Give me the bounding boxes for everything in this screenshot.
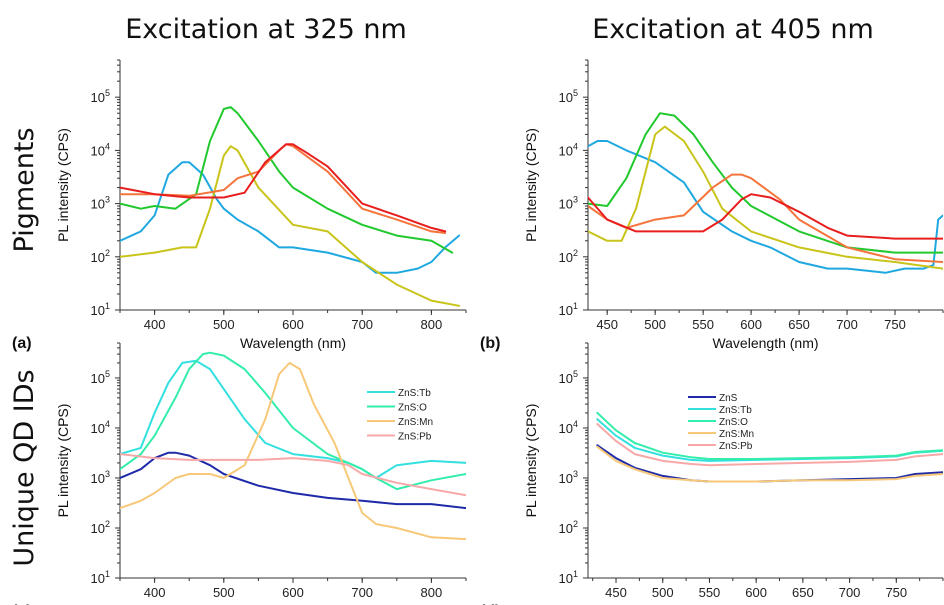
x-tick-label: 500 (213, 317, 235, 332)
x-tick-label: 550 (699, 585, 721, 600)
chart-panel-d: 450 500 550 600 650 700 750 101 102 103 104 105 Wave… (480, 342, 944, 605)
y-tick-label: 105 (91, 369, 110, 386)
panel-label: (d) (480, 603, 500, 605)
series-line-orange (588, 173, 943, 263)
x-axis-label: Wavelength (nm) (240, 335, 346, 351)
y-tick-label: 105 (559, 88, 578, 105)
chart-panel-a: 400 500 600 700 800 101 102 103 104 105 Wavelength… (12, 59, 467, 352)
x-tick-label: 400 (144, 585, 166, 600)
x-tick-label: 600 (745, 585, 767, 600)
series-line-mint (120, 351, 466, 491)
y-axis-label: PL intensity (CPS) (55, 128, 71, 242)
x-tick-label: 500 (644, 317, 666, 332)
series-line-mint (596, 411, 943, 460)
x-tick-label: 450 (596, 317, 618, 332)
y-tick-label: 102 (91, 519, 110, 536)
series-line-navy (120, 451, 466, 510)
x-tick-label: 650 (788, 317, 810, 332)
column-title-405: Excitation at 405 nm (592, 14, 874, 45)
y-tick-label: 101 (91, 569, 110, 586)
x-axis-label: Wavelength (nm) (240, 603, 346, 605)
legend-entry: ZnS:Tb (719, 405, 752, 416)
y-tick-label: 103 (91, 469, 110, 486)
chart-panel-c: 400 500 600 700 800 101 102 103 104 105 Wavelength… (12, 342, 467, 605)
series-line-cyan (596, 418, 943, 462)
series-line-red (588, 193, 943, 240)
x-tick-label: 800 (421, 585, 443, 600)
legend-entry: ZnS (719, 393, 738, 404)
y-tick-label: 104 (559, 419, 578, 436)
x-tick-label: 500 (652, 585, 674, 600)
y-axis-label: PL intensity (CPS) (55, 404, 71, 518)
series-line-blue (120, 161, 461, 274)
x-tick-label: 700 (836, 317, 858, 332)
y-tick-label: 104 (91, 141, 110, 158)
y-tick-label: 105 (559, 369, 578, 386)
legend-entry: ZnS:Mn (719, 429, 754, 440)
legend-entry: ZnS:Tb (398, 388, 431, 399)
legend: ZnS:Tb ZnS:O ZnS:Mn ZnS:Pb (367, 388, 433, 443)
series-line-yellow (120, 145, 461, 307)
chart-panel-b: 450 500 550 600 650 700 750 101 102 103 104 105 Wave… (480, 59, 944, 352)
series-line-cyan (120, 359, 466, 479)
x-tick-label: 450 (605, 585, 627, 600)
x-tick-label: 650 (792, 585, 814, 600)
y-tick-label: 102 (559, 248, 578, 265)
x-tick-label: 600 (282, 585, 304, 600)
legend-entry: ZnS:Pb (398, 432, 432, 443)
x-axis-label: Wavelength (nm) (712, 335, 818, 351)
series-line-red (120, 143, 447, 233)
x-tick-label: 750 (885, 585, 907, 600)
y-tick-label: 102 (559, 519, 578, 536)
y-tick-label: 103 (91, 195, 110, 212)
series-line-peach (120, 361, 466, 541)
y-tick-label: 104 (91, 419, 110, 436)
series-line-pink (120, 453, 466, 497)
y-tick-label: 102 (91, 248, 110, 265)
legend-entry: ZnS:O (719, 417, 748, 428)
panel-label: (c) (12, 603, 32, 605)
x-tick-label: 600 (740, 317, 762, 332)
series-line-green (120, 106, 454, 254)
x-tick-label: 600 (282, 317, 304, 332)
series-line-yellow (588, 125, 943, 270)
y-tick-label: 103 (559, 469, 578, 486)
x-tick-label: 750 (884, 317, 906, 332)
panel-label: (b) (480, 335, 500, 352)
panel-label: (a) (12, 335, 32, 352)
x-tick-label: 800 (421, 317, 443, 332)
y-axis-label: PL intensity (CPS) (523, 128, 539, 242)
series-line-blue (588, 140, 943, 274)
y-tick-label: 101 (559, 301, 578, 318)
legend-entry: ZnS:Pb (719, 441, 753, 452)
row-title-unique-qd-ids: Unique QD IDs (9, 369, 40, 566)
y-tick-label: 103 (559, 195, 578, 212)
series-line-green (588, 112, 943, 254)
legend-entry: ZnS:O (398, 403, 427, 414)
series-line-peach (596, 445, 943, 483)
row-title-pigments: Pigments (9, 127, 40, 252)
x-tick-label: 700 (839, 585, 861, 600)
y-axis-label: PL intensity (CPS) (523, 404, 539, 518)
y-tick-label: 105 (91, 88, 110, 105)
x-tick-label: 700 (351, 317, 373, 332)
x-tick-label: 700 (351, 585, 373, 600)
y-tick-label: 101 (91, 301, 110, 318)
series-line-pink (596, 423, 943, 467)
column-title-325: Excitation at 325 nm (125, 14, 407, 45)
series-line-orange (120, 143, 447, 234)
x-tick-label: 500 (213, 585, 235, 600)
y-tick-label: 104 (559, 141, 578, 158)
legend-entry: ZnS:Mn (398, 417, 433, 428)
x-tick-label: 400 (144, 317, 166, 332)
y-tick-label: 101 (559, 569, 578, 586)
x-tick-label: 550 (692, 317, 714, 332)
x-axis-label: Wavelength (nm) (712, 603, 818, 605)
